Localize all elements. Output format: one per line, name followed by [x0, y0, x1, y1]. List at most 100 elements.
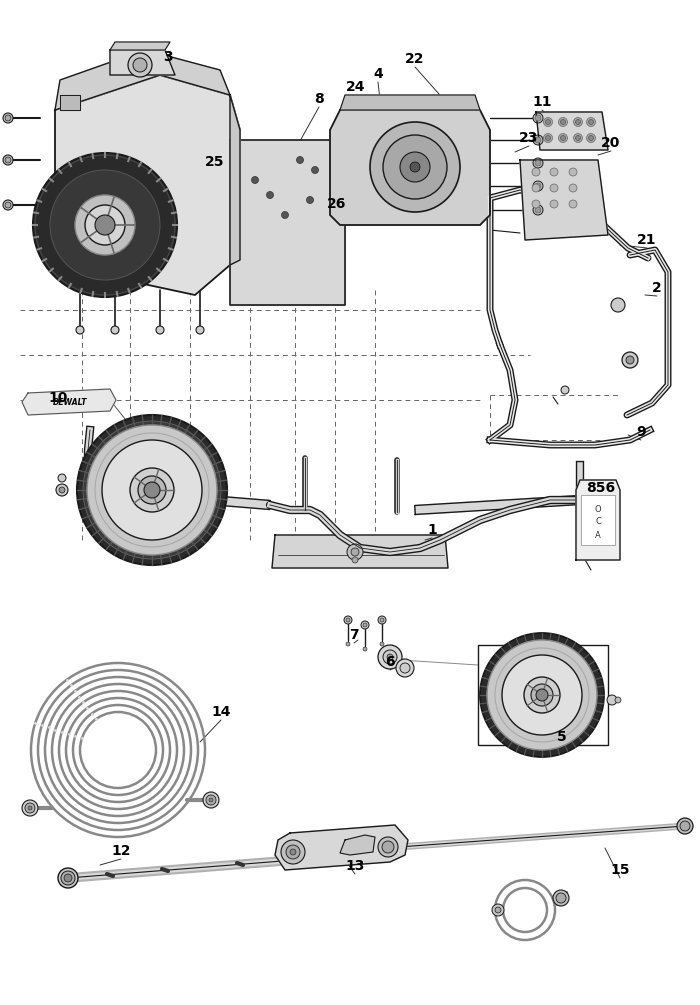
Text: 21: 21 — [637, 233, 657, 247]
Circle shape — [77, 415, 227, 565]
Text: C: C — [595, 518, 601, 527]
Text: 26: 26 — [328, 197, 346, 211]
Text: 15: 15 — [610, 863, 630, 877]
Circle shape — [535, 183, 541, 189]
Text: 23: 23 — [519, 131, 539, 145]
Text: 25: 25 — [205, 155, 225, 169]
Circle shape — [400, 663, 410, 673]
Polygon shape — [230, 95, 240, 265]
Circle shape — [344, 616, 352, 624]
Circle shape — [290, 849, 296, 855]
Circle shape — [535, 207, 541, 213]
Text: 10: 10 — [48, 391, 68, 405]
Circle shape — [573, 134, 582, 143]
Circle shape — [58, 474, 66, 482]
Text: 5: 5 — [557, 730, 567, 744]
Circle shape — [611, 298, 625, 312]
Circle shape — [5, 157, 11, 163]
Text: 8: 8 — [314, 92, 324, 106]
Circle shape — [536, 689, 548, 701]
Circle shape — [130, 468, 174, 512]
Circle shape — [677, 818, 693, 834]
Circle shape — [3, 200, 13, 210]
Circle shape — [347, 544, 363, 560]
Circle shape — [626, 356, 634, 364]
Circle shape — [569, 168, 577, 176]
Circle shape — [383, 135, 447, 199]
Circle shape — [95, 215, 115, 235]
Polygon shape — [60, 95, 80, 110]
Polygon shape — [22, 389, 116, 415]
Circle shape — [378, 645, 402, 669]
Circle shape — [33, 153, 177, 297]
Polygon shape — [330, 110, 490, 225]
Circle shape — [383, 650, 397, 664]
Circle shape — [56, 484, 68, 496]
Circle shape — [400, 152, 430, 182]
Circle shape — [5, 115, 11, 121]
Circle shape — [495, 907, 501, 913]
Circle shape — [380, 618, 384, 622]
Circle shape — [5, 202, 11, 208]
Circle shape — [533, 113, 543, 123]
Circle shape — [206, 795, 216, 805]
Polygon shape — [55, 50, 230, 110]
Circle shape — [561, 120, 566, 125]
Circle shape — [378, 837, 398, 857]
Circle shape — [550, 200, 558, 208]
Text: 2: 2 — [652, 281, 662, 295]
Circle shape — [532, 200, 540, 208]
Circle shape — [680, 821, 690, 831]
Circle shape — [607, 695, 617, 705]
Circle shape — [559, 118, 568, 127]
Circle shape — [363, 623, 367, 627]
Polygon shape — [110, 50, 175, 75]
Circle shape — [487, 640, 597, 750]
Text: 3: 3 — [163, 50, 173, 64]
Circle shape — [502, 655, 582, 735]
Text: 11: 11 — [532, 95, 552, 109]
Polygon shape — [340, 835, 375, 855]
Circle shape — [156, 326, 164, 334]
Polygon shape — [88, 485, 270, 510]
Circle shape — [363, 647, 367, 651]
Circle shape — [75, 195, 135, 255]
Circle shape — [144, 482, 160, 498]
Text: 6: 6 — [385, 655, 395, 669]
Circle shape — [3, 113, 13, 123]
Bar — [581, 495, 615, 545]
Circle shape — [378, 616, 386, 624]
Polygon shape — [576, 480, 620, 560]
Text: 14: 14 — [211, 705, 231, 719]
Circle shape — [102, 440, 202, 540]
Circle shape — [589, 120, 594, 125]
Circle shape — [396, 659, 414, 677]
Polygon shape — [414, 495, 580, 515]
Circle shape — [133, 58, 147, 72]
Circle shape — [50, 170, 160, 280]
Text: 7: 7 — [349, 628, 359, 642]
Circle shape — [575, 136, 580, 141]
Circle shape — [480, 633, 604, 757]
Circle shape — [346, 618, 350, 622]
Circle shape — [587, 134, 596, 143]
Polygon shape — [536, 112, 608, 150]
Circle shape — [22, 800, 38, 816]
Circle shape — [64, 874, 72, 882]
Text: 22: 22 — [405, 52, 425, 66]
Circle shape — [370, 122, 460, 212]
Circle shape — [382, 841, 394, 853]
Circle shape — [622, 352, 638, 368]
Circle shape — [545, 120, 550, 125]
Polygon shape — [110, 42, 170, 50]
Text: 1: 1 — [427, 523, 437, 537]
Circle shape — [553, 890, 569, 906]
Circle shape — [410, 162, 420, 172]
Circle shape — [545, 136, 550, 141]
Circle shape — [561, 136, 566, 141]
Polygon shape — [275, 825, 408, 870]
Text: 12: 12 — [111, 844, 131, 858]
Polygon shape — [55, 75, 240, 295]
Circle shape — [138, 476, 166, 504]
Text: 24: 24 — [346, 80, 365, 94]
